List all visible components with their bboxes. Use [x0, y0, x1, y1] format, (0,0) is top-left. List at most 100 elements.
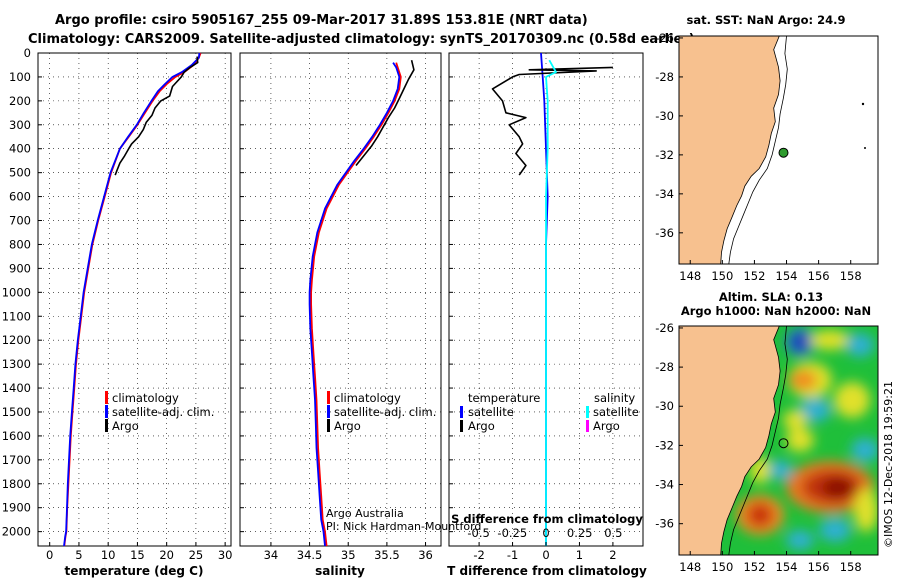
depth-tick-label: 1800 [2, 477, 31, 491]
sst-map-lat-label: -28 [655, 70, 674, 84]
temperature-legend: climatology satellite-adj. clim. Argo [105, 391, 214, 433]
sst-map-land [679, 36, 781, 264]
depth-tick-label: 1600 [2, 429, 31, 443]
salinity-climatology-series [310, 62, 402, 547]
salinity-xtick-label: 35 [341, 548, 356, 562]
legend-title-salinity: salinity [594, 391, 635, 405]
sla-map-lat-label: -36 [655, 517, 674, 531]
sst-map-island [861, 102, 865, 106]
depth-tick-label: 1200 [2, 333, 31, 347]
legend-swatch-satellite [327, 405, 330, 418]
difference-top-tick-label: 0.5 [604, 526, 622, 540]
temperature-xtick-label: 0 [46, 548, 53, 562]
temperature-satellite-adj-clim--series [63, 52, 201, 547]
difference-top-tick-label: 0.25 [567, 526, 593, 540]
temperature-argo-series [114, 56, 199, 176]
sla-map-lat-label: -32 [655, 438, 674, 452]
difference-xtick-label: -1 [507, 548, 518, 562]
sla-map-lon-label: 154 [776, 560, 798, 574]
sst-map-lat-label: -30 [655, 109, 674, 123]
temperature-xtick-label: 15 [130, 548, 145, 562]
depth-tick-label: 900 [9, 261, 31, 275]
sla-map-lon-label: 158 [840, 560, 862, 574]
depth-tick-label: 1000 [2, 285, 31, 299]
sst-map-lat-label: -26 [655, 31, 674, 45]
sst-map-island [864, 147, 866, 149]
difference-s-satellite-series [545, 59, 557, 546]
difference-panel: -2 -1 0 1 2 -0.5 -0.25 0 0.25 0.5 S difference f… [447, 52, 647, 578]
depth-tick-label: 1700 [2, 453, 31, 467]
sla-map-lon-label: 148 [679, 560, 701, 574]
legend-label-s-satellite: satellite [593, 405, 639, 419]
difference-top-xlabel: S difference from climatology [451, 512, 643, 526]
credit-argo-australia: Argo Australia [326, 507, 404, 520]
difference-top-tick-label: -0.5 [467, 526, 489, 540]
argo-float-marker [778, 438, 789, 449]
legend-swatch-argo [327, 419, 330, 432]
legend-swatch-t-satellite [460, 406, 463, 418]
salinity-plot-frame [239, 52, 442, 547]
sst-map-frame [678, 35, 879, 265]
depth-tick-label: 300 [9, 118, 31, 132]
sst-map-lat-label: -36 [655, 226, 674, 240]
salinity-argo-series [355, 60, 415, 167]
sst-map-lon-label: 152 [743, 269, 765, 283]
depth-tick-label: 2000 [2, 525, 31, 539]
sst-map-lat-label: -32 [655, 148, 674, 162]
difference-xtick-label: -2 [473, 548, 484, 562]
temperature-xtick-label: 20 [159, 548, 174, 562]
sla-map-frame [678, 325, 879, 556]
depth-axis: 0 100 200 300 400 500 600 700 800 900 1000 1100 1200… [2, 46, 31, 539]
title-line-1: Argo profile: csiro 5905167_255 09-Mar-2… [55, 13, 588, 28]
sla-map-lon-label: 156 [808, 560, 830, 574]
depth-tick-label: 1400 [2, 381, 31, 395]
depth-tick-label: 600 [9, 190, 31, 204]
sla-anomaly-field [736, 328, 878, 550]
temperature-plot-frame [37, 52, 232, 547]
sla-map-lon-label: 150 [711, 560, 733, 574]
difference-t-argo-series [491, 66, 613, 176]
depth-tick-label: 1100 [2, 309, 31, 323]
depth-tick-label: 700 [9, 214, 31, 228]
sst-map-isobath [728, 36, 788, 264]
difference-top-tick-label: -0.25 [497, 526, 527, 540]
sst-map: sat. SST: NaN Argo: 24.9 -26 -28 -30 -32 -34… [655, 13, 879, 283]
sla-map-lon-label: 152 [743, 560, 765, 574]
legend-swatch-satellite [105, 405, 108, 418]
salinity-panel: 34 34.5 35 35.5 36 salinity climatology sate… [239, 52, 481, 578]
difference-xtick-label: 2 [609, 548, 616, 562]
sst-map-title: sat. SST: NaN Argo: 24.9 [686, 13, 845, 27]
legend-label-satellite: satellite-adj. clim. [334, 405, 436, 419]
salinity-satellite-adj-clim--series [308, 62, 401, 547]
salinity-xtick-label: 36 [418, 548, 433, 562]
legend-label-climatology: climatology [112, 391, 179, 405]
difference-xtick-label: 0 [542, 548, 549, 562]
salinity-xtick-label: 34.5 [297, 548, 323, 562]
difference-top-tick-label: 0 [542, 526, 549, 540]
sla-map-lat-label: -26 [655, 321, 674, 335]
legend-label-argo: Argo [334, 419, 361, 433]
legend-swatch-climatology [105, 391, 108, 404]
temperature-xtick-label: 10 [101, 548, 116, 562]
sla-map-land [679, 326, 781, 555]
sst-map-lon-label: 150 [711, 269, 733, 283]
temperature-xlabel: temperature (deg C) [65, 564, 204, 578]
sla-map-lat-label: -34 [655, 478, 674, 492]
difference-legend: temperature satellite Argo salinity sate… [460, 391, 639, 433]
legend-swatch-t-argo [460, 420, 463, 432]
sst-map-lon-label: 158 [840, 269, 862, 283]
legend-label-argo: Argo [112, 419, 139, 433]
legend-label-climatology: climatology [334, 391, 401, 405]
salinity-xtick-label: 34 [264, 548, 279, 562]
legend-title-temperature: temperature [468, 391, 540, 405]
temperature-xtick-label: 25 [189, 548, 204, 562]
legend-label-t-argo: Argo [468, 419, 495, 433]
depth-tick-label: 500 [9, 166, 31, 180]
sla-map: Altim. SLA: 0.13 Argo h1000: NaN h2000: … [655, 290, 879, 574]
legend-label-s-argo: Argo [593, 419, 620, 433]
difference-xlabel: T difference from climatology [447, 564, 647, 578]
legend-swatch-argo [105, 419, 108, 432]
title-line-2: Climatology: CARS2009. Satellite-adjuste… [28, 32, 695, 47]
temperature-xtick-label: 30 [218, 548, 233, 562]
salinity-legend: climatology satellite-adj. clim. Argo [327, 391, 436, 433]
